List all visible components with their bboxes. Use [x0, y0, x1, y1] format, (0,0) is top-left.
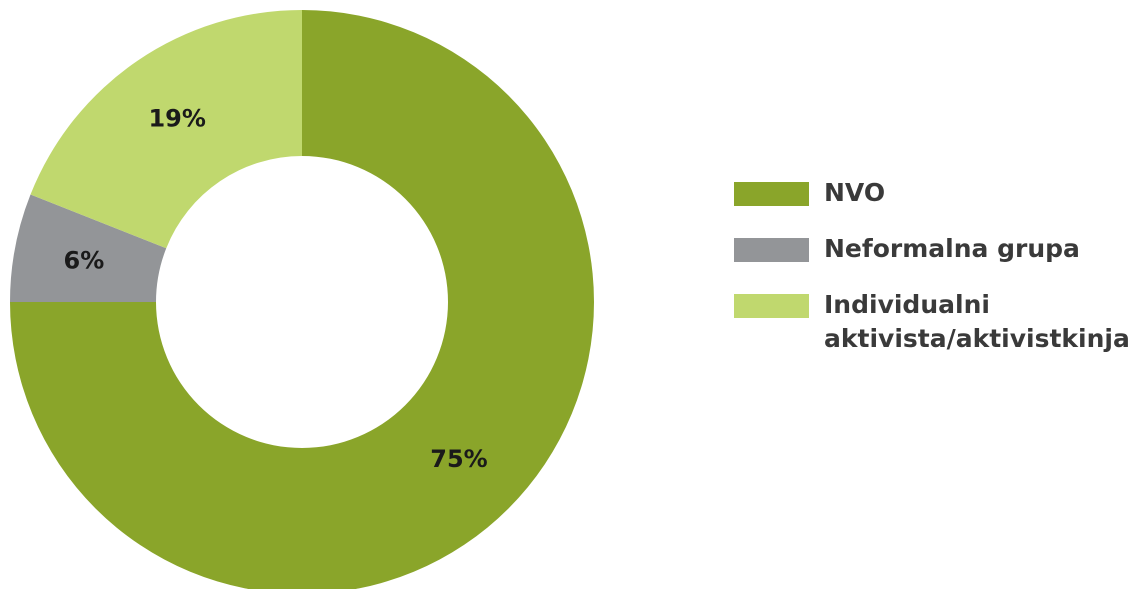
slice-label-neformalna-grupa: 6% [64, 246, 105, 274]
legend-swatch-nvo [734, 182, 809, 206]
legend-label-individualni: Individualni aktivista/aktivistkinja [824, 290, 1130, 353]
slice-label-individualni: 19% [148, 104, 205, 132]
slice-nvo [10, 10, 594, 589]
slice-individualni [30, 10, 302, 249]
legend-label-nvo: NVO [824, 178, 886, 207]
slice-label-nvo: 75% [430, 445, 487, 473]
legend-item-neformalna-grupa: Neformalna grupa [734, 232, 1124, 266]
legend-swatch-neformalna-grupa [734, 238, 809, 262]
legend-item-individualni: Individualni aktivista/aktivistkinja [734, 288, 1130, 356]
donut-chart: 75% 6% 19% [10, 10, 594, 589]
legend-label-neformalna-grupa: Neformalna grupa [824, 234, 1080, 263]
slice-neformalna-grupa [10, 194, 167, 302]
legend-item-nvo: NVO [734, 176, 1124, 210]
legend: NVO Neformalna grupa Individualni aktivi… [734, 176, 1130, 378]
legend-swatch-individualni [734, 294, 809, 318]
